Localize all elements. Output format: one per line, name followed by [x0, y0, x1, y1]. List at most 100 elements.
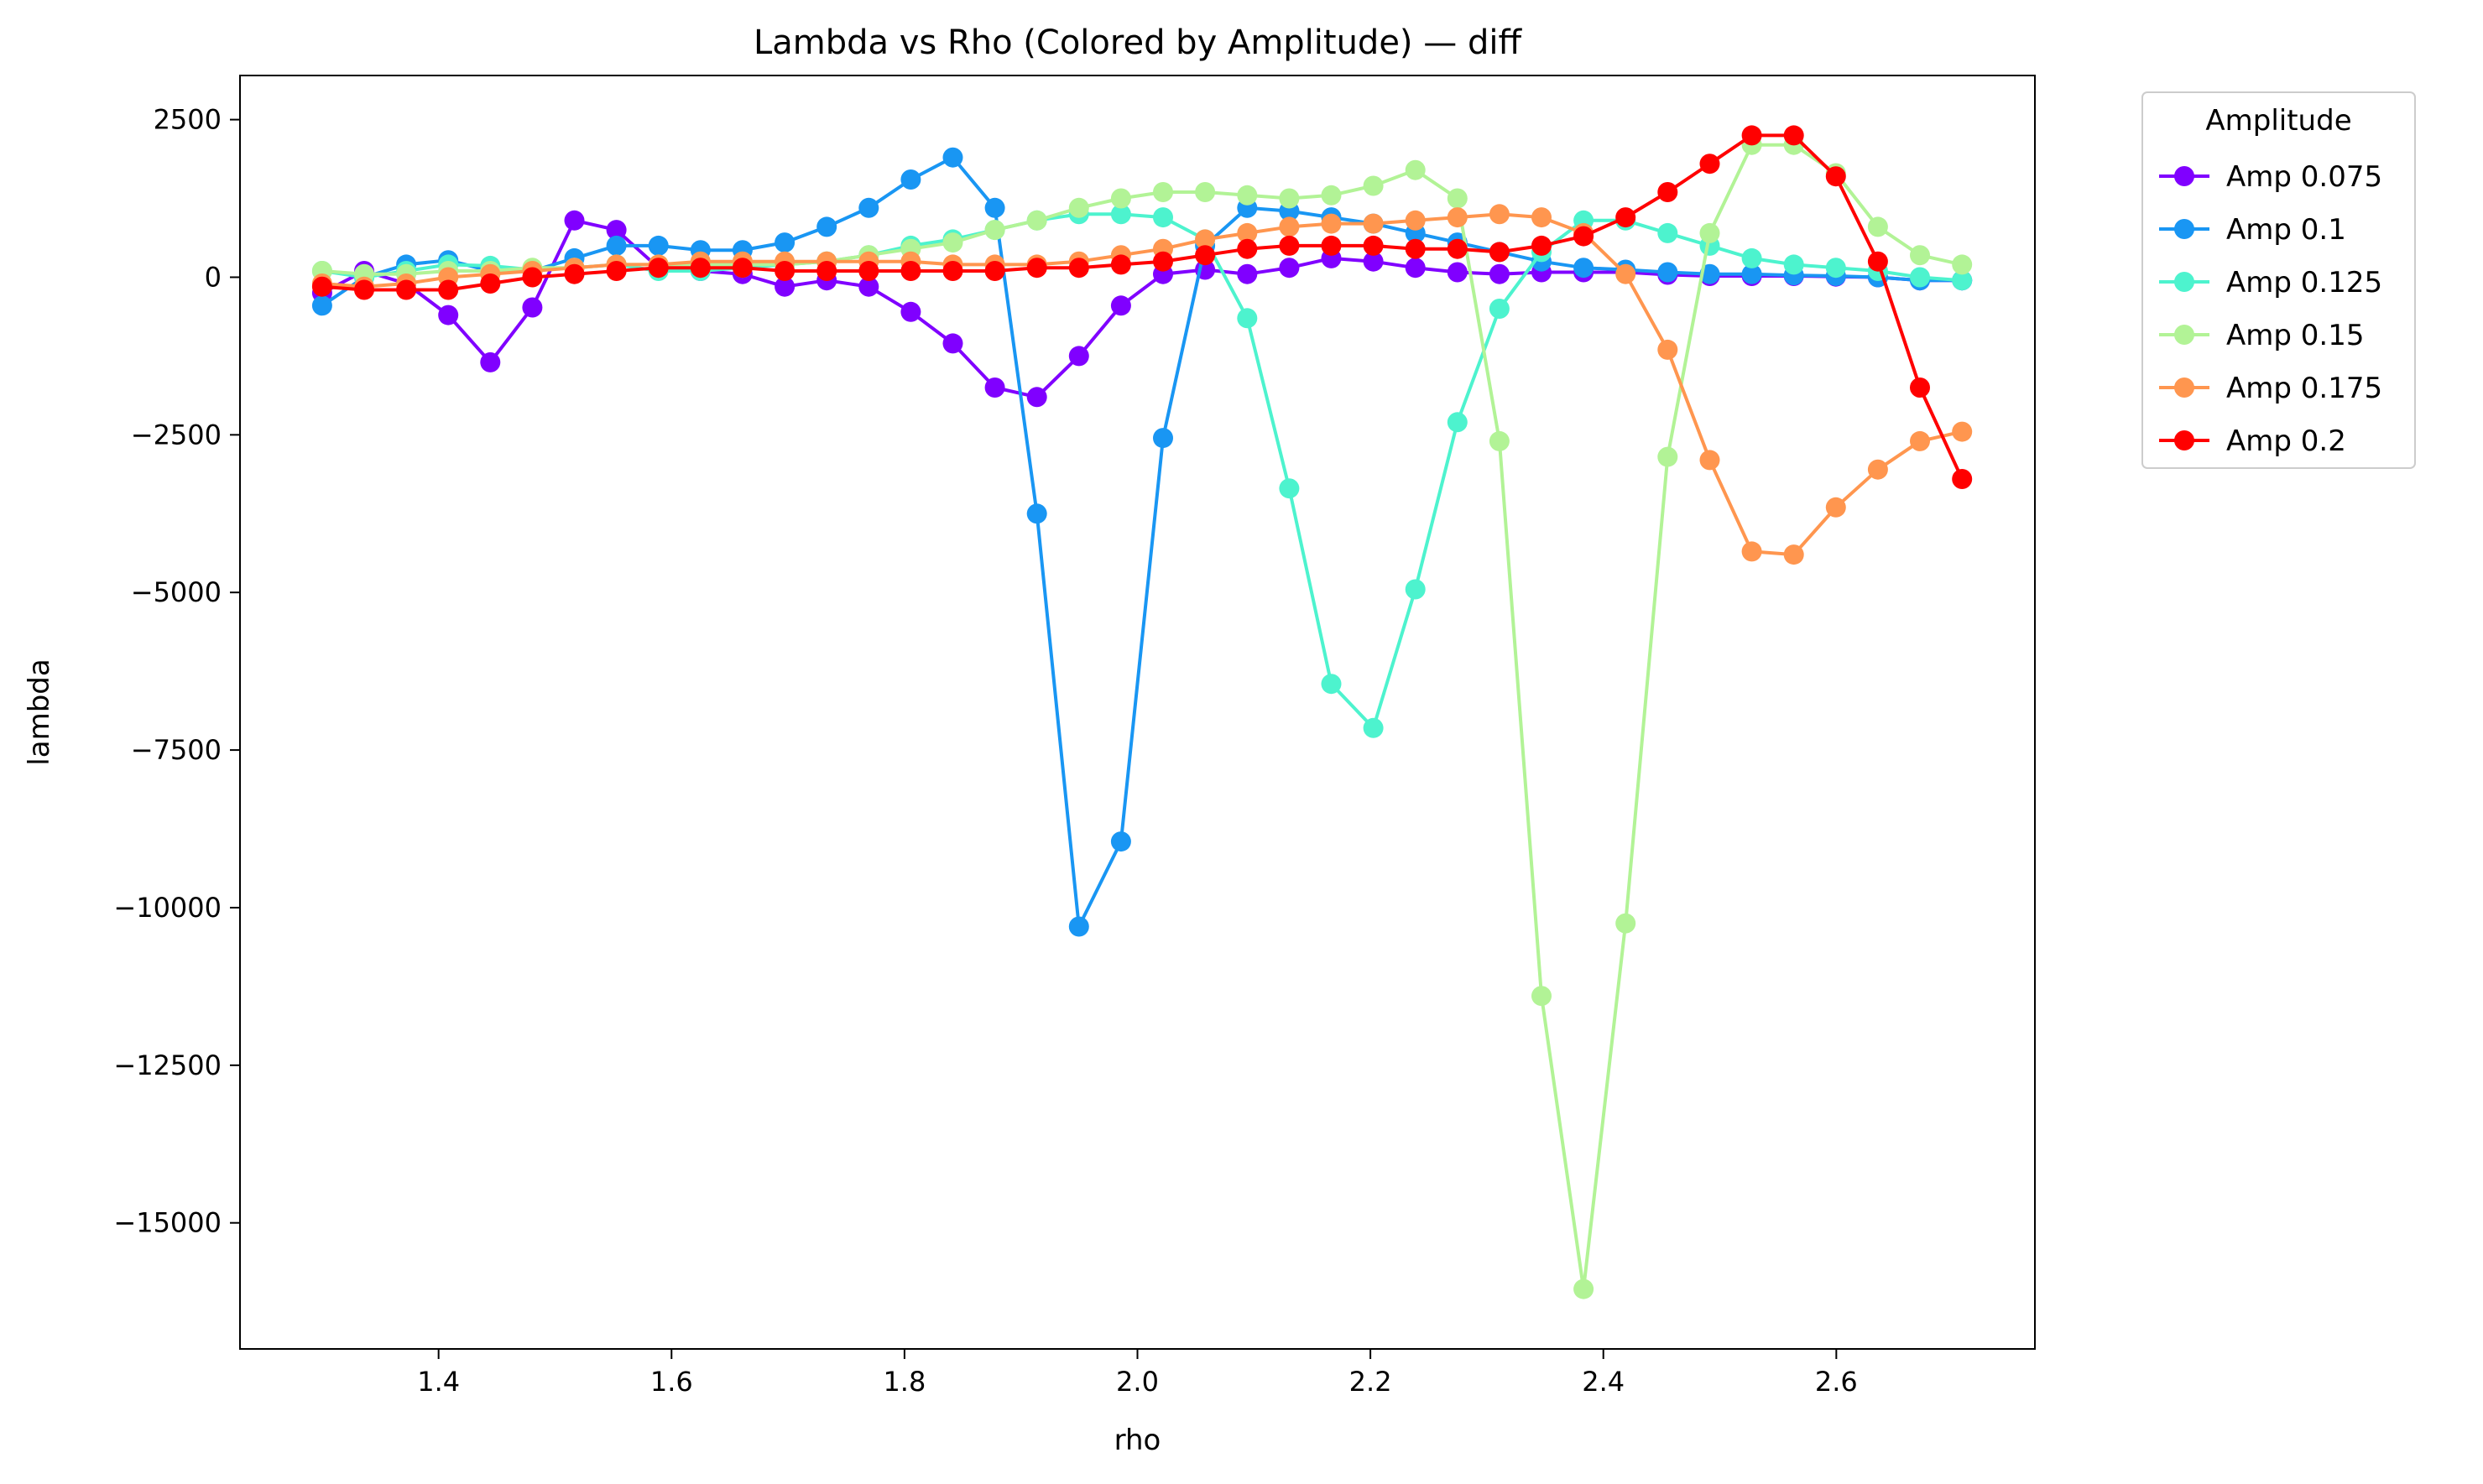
data-point — [1783, 125, 1804, 146]
data-point — [1110, 204, 1131, 225]
data-point — [1405, 579, 1426, 600]
data-point — [1910, 378, 1930, 398]
data-point — [1447, 412, 1468, 433]
data-point — [858, 276, 879, 297]
data-point — [1068, 258, 1089, 279]
data-point — [1153, 251, 1173, 272]
data-point — [1363, 235, 1384, 256]
legend-marker — [2174, 430, 2194, 450]
data-point — [1489, 430, 1510, 451]
data-point — [1741, 263, 1762, 284]
data-point — [900, 301, 921, 322]
data-point — [942, 147, 963, 168]
legend-marker — [2174, 272, 2194, 292]
data-point — [1237, 222, 1258, 243]
data-point — [1153, 182, 1173, 202]
legend-item: Amp 0.175 — [2159, 372, 2382, 405]
x-tick-label: 2.6 — [1815, 1366, 1858, 1398]
series-line — [321, 212, 1963, 557]
legend-title: Amplitude — [2205, 104, 2351, 138]
y-tick-label: −5000 — [131, 576, 222, 608]
data-point — [396, 279, 417, 300]
data-point — [1657, 446, 1678, 467]
data-point — [732, 258, 753, 279]
data-point — [1741, 247, 1762, 268]
data-point — [1279, 258, 1300, 279]
x-tick-label: 2.0 — [1116, 1366, 1159, 1398]
data-point — [648, 235, 669, 256]
series-amp-0-2 — [311, 125, 1973, 489]
data-point — [816, 261, 837, 281]
data-point — [1068, 916, 1089, 937]
data-point — [900, 261, 921, 281]
y-tick-label: −7500 — [131, 734, 222, 766]
data-point — [1110, 831, 1131, 852]
data-point — [775, 232, 795, 253]
data-point — [564, 210, 585, 231]
data-point — [984, 220, 1005, 241]
data-point — [984, 197, 1005, 218]
data-point — [1279, 235, 1300, 256]
data-point — [1489, 204, 1510, 225]
data-point — [1825, 258, 1846, 279]
data-point — [1153, 207, 1173, 228]
data-point — [1237, 238, 1258, 259]
y-tick-label: 2500 — [154, 104, 222, 136]
data-point — [1068, 197, 1089, 218]
x-tick-label: 1.4 — [417, 1366, 460, 1398]
x-axis-label: rho — [1114, 1424, 1161, 1457]
data-point — [1237, 308, 1258, 329]
data-point — [1363, 251, 1384, 272]
data-point — [564, 263, 585, 284]
data-point — [1195, 229, 1216, 250]
data-point — [900, 169, 921, 190]
data-point — [1026, 503, 1047, 524]
data-point — [648, 258, 669, 279]
legend-label: Amp 0.15 — [2226, 319, 2364, 352]
data-point — [438, 279, 459, 300]
chart-title: Lambda vs Rho (Colored by Amplitude) — d… — [754, 23, 1523, 62]
data-point — [942, 261, 963, 281]
data-point — [942, 333, 963, 354]
data-point — [1699, 154, 1720, 174]
legend-item: Amp 0.075 — [2159, 160, 2382, 194]
data-point — [1321, 235, 1342, 256]
data-point — [1952, 254, 1973, 275]
data-point — [311, 276, 332, 297]
data-point — [816, 216, 837, 237]
data-point — [1783, 544, 1804, 565]
data-point — [1573, 1278, 1594, 1299]
x-tick-label: 1.8 — [883, 1366, 926, 1398]
data-point — [1489, 242, 1510, 263]
data-point — [1026, 210, 1047, 231]
data-point — [1405, 238, 1426, 259]
data-point — [858, 261, 879, 281]
x-tick-label: 2.4 — [1582, 1366, 1625, 1398]
data-point — [1910, 245, 1930, 266]
data-point — [1699, 222, 1720, 243]
data-point — [1867, 459, 1888, 480]
data-point — [1615, 263, 1636, 284]
data-point — [1489, 299, 1510, 319]
data-point — [1825, 497, 1846, 518]
data-point — [1699, 263, 1720, 284]
data-point — [690, 258, 711, 279]
data-point — [1237, 185, 1258, 206]
data-point — [1825, 166, 1846, 187]
x-tick-label: 1.6 — [650, 1366, 693, 1398]
data-point — [480, 273, 501, 294]
data-point — [858, 197, 879, 218]
data-point — [1657, 262, 1678, 283]
data-point — [1615, 913, 1636, 934]
data-point — [1952, 270, 1973, 291]
data-point — [1237, 263, 1258, 284]
y-axis: 2500 0 −2500 −5000 −7500 −10000 −12500 −15000 — [113, 104, 240, 1239]
data-point — [1195, 182, 1216, 202]
data-point — [522, 267, 543, 288]
data-point — [354, 279, 374, 300]
data-point — [1447, 238, 1468, 259]
data-point — [1110, 254, 1131, 275]
data-point — [1321, 185, 1342, 206]
data-point — [1321, 674, 1342, 695]
